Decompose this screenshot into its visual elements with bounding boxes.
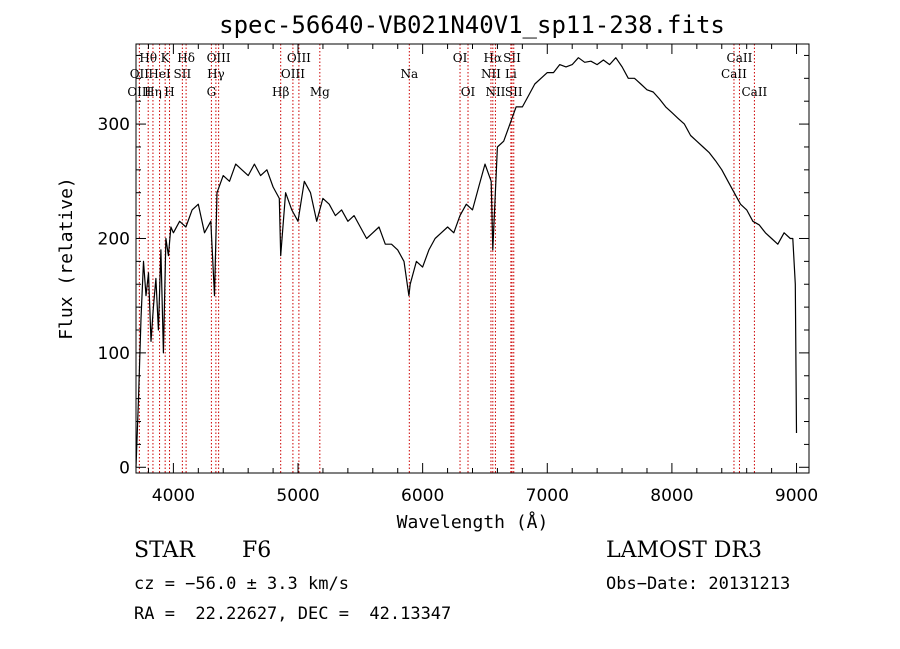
chart-title: spec-56640-VB021N40V1_sp11-238.fits	[219, 11, 725, 39]
observation-date: Obs−Date: 20131213	[606, 574, 791, 594]
axes-layer: 4000 5000 6000 7000 8000 9000 0 100 200 300	[98, 44, 818, 506]
spectral-line-label: Na	[400, 67, 418, 81]
spectral-line-label: OI	[461, 85, 476, 99]
y-axis-label: Flux (relative)	[56, 177, 77, 340]
spectral-line-label: Hγ	[207, 67, 225, 81]
spectral-line-label: CaII	[721, 67, 747, 81]
redshift-velocity: cz = −56.0 ± 3.3 km/s	[134, 574, 349, 594]
spectral-line-label: OIII	[207, 51, 231, 65]
survey-name: LAMOST DR3	[606, 538, 762, 563]
x-tick-label: 8000	[650, 486, 693, 506]
spectral-line-label: OII	[130, 67, 150, 81]
spectral-line-label: SII	[174, 67, 192, 81]
y-tick-label: 100	[98, 344, 130, 364]
spectrum-series-line	[135, 57, 798, 468]
spectral-line-label: OIII	[281, 67, 305, 81]
spectral-line-label: OI	[453, 51, 468, 65]
x-tick-label: 4000	[152, 486, 195, 506]
spectral-line-label: Hη	[144, 85, 162, 99]
spectral-line-label: H	[164, 85, 174, 99]
x-tick-label: 9000	[775, 486, 818, 506]
spectral-line-label: HeI	[148, 67, 171, 81]
sky-coordinates: RA = 22.22627, DEC = 42.13347	[134, 604, 452, 624]
plot-frame	[135, 43, 810, 474]
spectral-line-label: OIII	[287, 51, 311, 65]
x-axis-label: Wavelength (Å)	[397, 511, 549, 533]
spectral-line-label: K	[161, 51, 171, 65]
spectral-line-label: Li	[505, 67, 517, 81]
spectral-line-label: Hθ	[139, 51, 157, 65]
x-tick-label: 6000	[401, 486, 444, 506]
y-tick-label: 300	[98, 115, 130, 135]
y-tick-label: 0	[119, 458, 130, 478]
object-class: STAR	[134, 538, 195, 563]
spectral-line-label: Hδ	[177, 51, 195, 65]
spectral-line-label: Hα	[484, 51, 503, 65]
spectral-line-label: Mg	[310, 85, 330, 99]
spectral-line-label: SII	[505, 85, 523, 99]
spectral-line-label: NII	[485, 85, 505, 99]
x-tick-label: 5000	[276, 486, 319, 506]
y-tick-label: 200	[98, 229, 130, 249]
spectral-line-label: CaII	[727, 51, 753, 65]
object-subclass: F6	[242, 538, 272, 563]
spectral-line-label: G	[207, 85, 217, 99]
spectral-line-label: CaII	[741, 85, 767, 99]
spectral-line-label: SII	[503, 51, 521, 65]
x-tick-label: 7000	[526, 486, 569, 506]
spectral-line-label: Hβ	[272, 85, 289, 99]
data-layer	[135, 57, 798, 468]
spectral-line-label: NII	[481, 67, 501, 81]
spectral-line-label: OIII	[127, 85, 151, 99]
